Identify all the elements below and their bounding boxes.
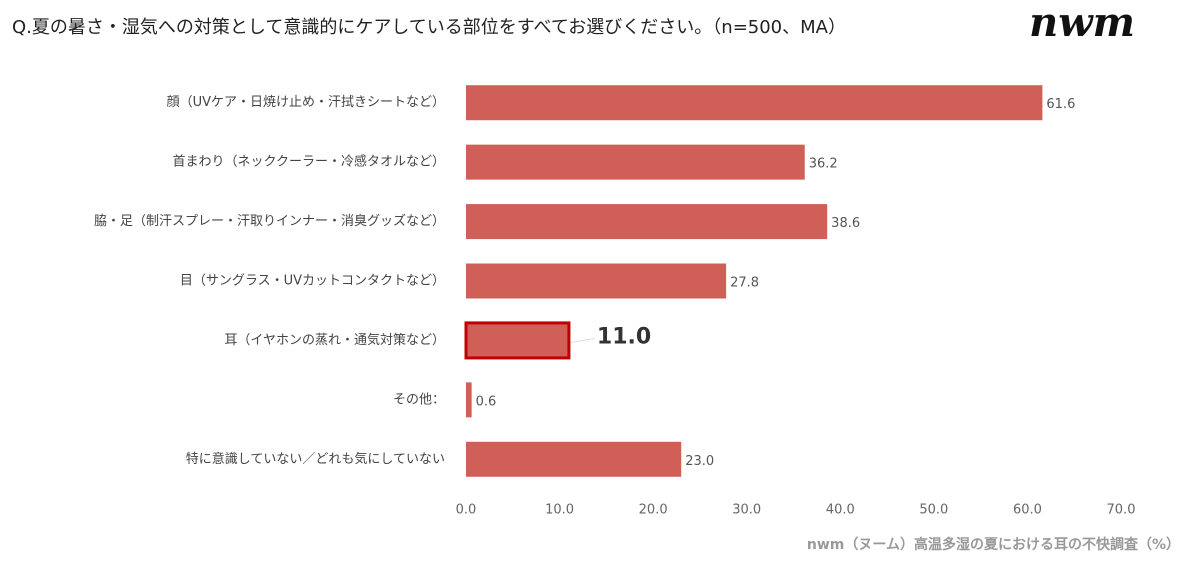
bar: [466, 85, 1043, 121]
value-label: 38.6: [831, 216, 860, 231]
value-label: 27.8: [730, 276, 759, 291]
logo: nwm: [1029, 0, 1135, 46]
value-label: 36.2: [809, 157, 838, 172]
source: nwm（ヌーム）高温多湿の夏における耳の不快調査（%）: [807, 536, 1180, 553]
value-label: 61.6: [1046, 97, 1075, 112]
category-label: 特に意識していない／どれも気にしていない: [186, 451, 445, 467]
bar: [466, 144, 805, 180]
leader-line: [570, 337, 596, 343]
x-tick-label: 60.0: [1013, 503, 1042, 518]
x-tick-label: 10.0: [545, 503, 574, 518]
category-label: その他：: [393, 392, 445, 407]
chart-title: Q.夏の暑さ・湿気への対策として意識的にケアしている部位をすべてお選びください。…: [12, 17, 846, 38]
value-label: 0.6: [476, 394, 497, 409]
bar: [466, 263, 727, 299]
x-tick-label: 30.0: [732, 503, 761, 518]
bar: [466, 382, 472, 418]
value-label: 11.0: [597, 324, 651, 349]
value-label: 23.0: [685, 454, 714, 469]
category-label: 顔（UVケア・日焼け止め・汗拭きシートなど）: [167, 95, 445, 110]
x-tick-label: 40.0: [826, 503, 855, 518]
category-label: 耳（イヤホンの蒸れ・通気対策など）: [224, 332, 445, 348]
bar: [464, 321, 571, 360]
category-label: 脇・足（制汗スプレー・汗取りインナー・消臭グッズなど）: [94, 213, 445, 229]
category-label: 首まわり（ネッククーラー・冷感タオルなど）: [173, 154, 445, 170]
bar: [466, 441, 682, 477]
bar: [466, 204, 828, 240]
x-tick-label: 20.0: [639, 503, 668, 518]
category-label: 目（サングラス・UVカットコンタクトなど）: [180, 274, 445, 289]
x-tick-label: 0.0: [456, 503, 477, 518]
x-tick-label: 70.0: [1107, 503, 1136, 518]
x-tick-label: 50.0: [919, 503, 948, 518]
